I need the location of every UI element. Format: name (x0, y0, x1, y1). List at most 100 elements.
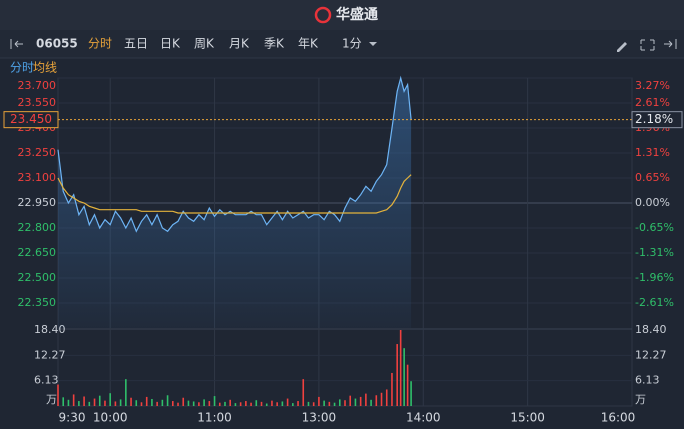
volume-bar (307, 401, 310, 406)
x-tick-label: 11:00 (197, 411, 232, 425)
volume-bar (292, 403, 294, 406)
volume-bar (72, 394, 75, 406)
tab[interactable]: 1分 (342, 37, 362, 51)
vol-tick-label: 12.27 (34, 348, 66, 361)
volume-bar (333, 402, 336, 406)
volume-bar (265, 403, 268, 406)
collapse-icon[interactable] (10, 39, 23, 49)
y2-tick-label: -0.65% (635, 221, 674, 234)
volume-bar (406, 364, 409, 406)
tab[interactable]: 分时 (88, 37, 112, 51)
y-tick-label: 23.700 (18, 79, 57, 92)
expand-icon[interactable] (664, 39, 677, 49)
volume-bar (98, 395, 101, 406)
tab[interactable]: 五日 (124, 37, 148, 51)
y-tick-label: 22.350 (18, 296, 57, 309)
volume-bar (104, 400, 106, 406)
y-tick-label: 23.250 (18, 146, 57, 159)
tab[interactable]: 月K (229, 37, 250, 51)
tab[interactable]: 周K (194, 37, 215, 51)
tab[interactable]: 季K (264, 37, 285, 51)
x-tick-label: 10:00 (93, 411, 128, 425)
y-tick-label: 23.550 (18, 96, 57, 109)
dropdown-caret[interactable] (369, 42, 377, 46)
draw-icon[interactable] (617, 42, 627, 52)
stock-code: 06055 (36, 37, 78, 51)
volume-bar (166, 395, 169, 406)
fullscreen-icon[interactable] (640, 39, 655, 51)
y2-tick-label: 0.65% (635, 171, 670, 184)
volume-bar (203, 399, 205, 406)
sub-tab[interactable]: 均线 (33, 61, 57, 75)
last-change: 2.18% (635, 112, 673, 126)
volume-bar (328, 401, 331, 406)
volume-bar (349, 395, 352, 406)
vol-unit: 万 (46, 393, 57, 406)
line (57, 174, 412, 214)
logo-icon (314, 6, 332, 24)
volume-bar (354, 398, 357, 406)
header-bar (0, 0, 684, 30)
volume-bar (255, 400, 258, 406)
volume-bar (145, 396, 148, 406)
tab[interactable]: 年K (298, 37, 319, 51)
y2-tick-label: 0.00% (635, 196, 670, 209)
volume-bar (276, 402, 278, 406)
volume-bar (338, 399, 341, 406)
volume-bar (151, 398, 153, 406)
volume-bar (177, 402, 179, 406)
volume-bar (182, 397, 185, 406)
volume-bar (318, 396, 320, 406)
volume-bar (403, 348, 405, 406)
volume-bar (359, 396, 362, 406)
vol-tick-label: 12.27 (635, 348, 667, 361)
toolbar (0, 30, 684, 58)
volume-bar (281, 401, 284, 406)
volume-bar (380, 392, 383, 406)
y2-tick-label: -1.96% (635, 271, 674, 284)
volume-bar (370, 399, 372, 406)
vol-tick-label: 18.40 (34, 323, 66, 336)
last-change-box (631, 111, 683, 129)
volume-bar (125, 379, 127, 406)
logo: 华盛通 (336, 6, 378, 23)
volume-bar (365, 393, 367, 406)
volume-bar (297, 401, 299, 406)
volume-bar (385, 389, 388, 406)
volume-bar (399, 330, 402, 406)
volume-bar (172, 401, 174, 406)
volume-bar (208, 401, 211, 406)
volume-bar (271, 400, 273, 406)
line (57, 75, 412, 233)
y-tick-label: 23.100 (18, 171, 57, 184)
volume-bar (67, 399, 70, 406)
volume-bar (192, 401, 195, 406)
volume-bar (109, 393, 111, 406)
vol-tick-label: 6.13 (635, 374, 660, 387)
last-price: 23.450 (10, 112, 52, 126)
volume-bar (260, 401, 263, 406)
volume-bar (218, 402, 221, 406)
volume-bar (187, 400, 190, 406)
y-tick-label: 22.500 (18, 271, 57, 284)
y-tick-label: 22.800 (18, 221, 57, 234)
y2-tick-label: 2.61% (635, 96, 670, 109)
x-tick-label: 14:00 (406, 411, 441, 425)
area (58, 78, 412, 328)
y2-tick-label: 3.27% (635, 79, 670, 92)
volume-bar (396, 344, 398, 406)
tab[interactable]: 日K (160, 37, 181, 51)
volume-bar (119, 399, 122, 406)
vol-tick-label: 6.13 (34, 374, 59, 387)
y2-tick-label: -1.31% (635, 246, 674, 259)
volume-bar (78, 401, 80, 406)
vol-tick-label: 18.40 (635, 323, 667, 336)
sub-tab[interactable]: 分时 (10, 61, 34, 75)
volume-bar (114, 401, 117, 406)
volume-bar (88, 401, 91, 406)
volume-bar (140, 402, 143, 406)
volume-bar (391, 372, 393, 406)
volume-bar (302, 379, 305, 406)
volume-bar (286, 398, 289, 406)
